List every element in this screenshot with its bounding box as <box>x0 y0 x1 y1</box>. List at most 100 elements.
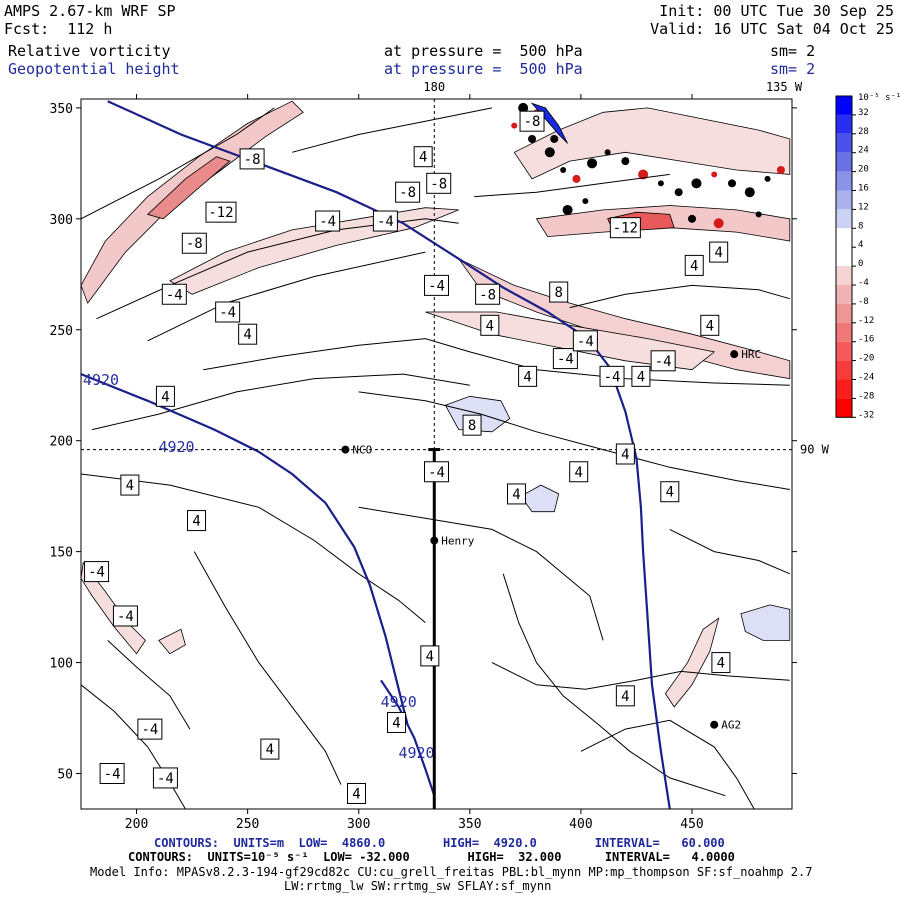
colorbar-tick-label: 24 <box>858 146 869 156</box>
vorticity-contour-label: 4 <box>347 782 367 804</box>
vorticity-extreme-blob <box>657 180 664 187</box>
vorticity-contour-line <box>358 391 790 490</box>
vorticity-contour-label: 4 <box>631 365 651 387</box>
vorticity-shaded-area <box>513 107 791 180</box>
vorticity-contour-line <box>96 218 459 320</box>
label-box <box>615 685 635 707</box>
vorticity-contour-label: 4 <box>187 510 207 532</box>
vorticity-contour-label: -4 <box>599 365 625 387</box>
label-text: 4 <box>523 369 531 385</box>
label-box <box>187 510 207 532</box>
vorticity-extreme-blob <box>587 158 598 169</box>
lon-label-135w: 135 W <box>766 80 803 94</box>
colorbar-swatch <box>836 228 852 248</box>
vorticity-contour-label: 4 <box>700 314 720 336</box>
vorticity-contour-label: 4 <box>413 146 433 168</box>
label-box <box>120 474 140 496</box>
lon-label-90w: 90 W <box>800 443 830 457</box>
vorticity-contour-line <box>502 573 726 797</box>
vorticity-extreme-blob <box>691 178 702 189</box>
vorticity-contour-line <box>358 506 604 641</box>
x-tick-label: 350 <box>458 817 481 830</box>
vorticity-contour-label: -4 <box>152 767 178 789</box>
label-box <box>424 274 449 296</box>
label-box <box>709 241 729 263</box>
height-contour-4920 <box>380 679 436 797</box>
vorticity-contour-label: -4 <box>424 461 449 483</box>
label-box <box>215 301 241 323</box>
label-text: -8 <box>524 114 541 130</box>
label-text: -4 <box>557 352 574 368</box>
vorticity-contour-label: -8 <box>181 232 207 254</box>
label-box <box>84 561 110 583</box>
vorticity-extreme-blob <box>744 187 755 198</box>
colorbar-swatch <box>836 133 852 153</box>
label-text: 4 <box>666 485 674 501</box>
label-text: 4 <box>192 514 200 530</box>
label-text: -4 <box>104 767 121 783</box>
vorticity-contour-line <box>81 684 186 809</box>
label-box <box>700 314 720 336</box>
label-box <box>480 314 500 336</box>
vorticity-contour-line <box>291 107 493 153</box>
x-tick-label: 400 <box>569 817 592 830</box>
colorbar-tick-label: -32 <box>858 410 874 420</box>
label-box <box>615 443 635 465</box>
colorbar-swatch <box>836 96 852 115</box>
colorbar-swatch <box>836 209 852 229</box>
vorticity-contour-line <box>474 173 670 198</box>
y-tick-label: 150 <box>50 546 73 561</box>
vorticity-contour-line <box>203 338 790 386</box>
field2-level: at pressure = 500 hPa <box>384 60 583 78</box>
vorticity-shaded-area <box>740 604 791 641</box>
colorbar-swatch <box>836 322 852 342</box>
vorticity-contour-label: -4 <box>572 330 598 352</box>
vorticity-extreme-blob <box>582 198 589 205</box>
colorbar-unit: 10⁻⁵ s⁻¹ <box>858 93 900 103</box>
vorticity-extreme-blob <box>638 169 649 180</box>
vorticity-contour-label: -4 <box>137 718 163 740</box>
label-text: 4 <box>352 786 360 802</box>
vorticity-contour-line <box>193 551 342 785</box>
height-contour-label: 4920 <box>398 744 434 762</box>
label-text: -4 <box>141 722 158 738</box>
label-box <box>462 414 482 436</box>
vorticity-contour-label: -4 <box>424 274 449 296</box>
vorticity-contour-label: -8 <box>239 148 265 170</box>
label-box <box>424 461 449 483</box>
forecast-hour: Fcst: 112 h <box>4 20 113 38</box>
vorticity-extreme-blob <box>544 147 555 158</box>
label-box <box>420 645 440 667</box>
label-box <box>112 605 138 627</box>
colorbar-tick-label: -20 <box>858 354 874 364</box>
label-text: -4 <box>428 465 445 481</box>
label-box <box>599 365 625 387</box>
label-box <box>475 283 501 305</box>
colorbar-swatch <box>836 247 852 267</box>
vorticity-contour-line <box>580 719 755 809</box>
label-box <box>161 283 187 305</box>
label-text: 4 <box>717 656 725 672</box>
vorticity-contour-label: 4 <box>615 685 635 707</box>
vorticity-contour-line <box>81 107 275 220</box>
vorticity-contour-label: 4 <box>120 474 140 496</box>
vorticity-contour-info: CONTOURS: UNITS=10⁻⁵ s⁻¹ LOW= -32.000 HI… <box>128 850 735 864</box>
label-box <box>152 767 178 789</box>
colorbar-swatch <box>836 114 852 134</box>
label-box <box>506 483 526 505</box>
vorticity-contour-label: 4 <box>709 241 729 263</box>
label-text: -4 <box>166 287 183 303</box>
vorticity-extreme-blob <box>776 166 785 174</box>
vorticity-contour-label: 4 <box>684 254 704 276</box>
valid-time: Valid: 16 UTC Sat 04 Oct 25 <box>650 20 894 38</box>
y-tick-label: 350 <box>50 102 73 117</box>
vorticity-contour-label: -12 <box>205 201 237 223</box>
label-text: 4 <box>243 327 251 343</box>
height-contour-label: 4920 <box>158 438 194 456</box>
colorbar-tick-label: 32 <box>858 108 869 118</box>
vorticity-extreme-blob <box>562 204 573 215</box>
vorticity-extreme-blob <box>755 211 762 218</box>
label-text: -4 <box>319 214 336 230</box>
colorbar-tick-label: -8 <box>858 297 869 307</box>
plot-frame <box>80 98 793 810</box>
